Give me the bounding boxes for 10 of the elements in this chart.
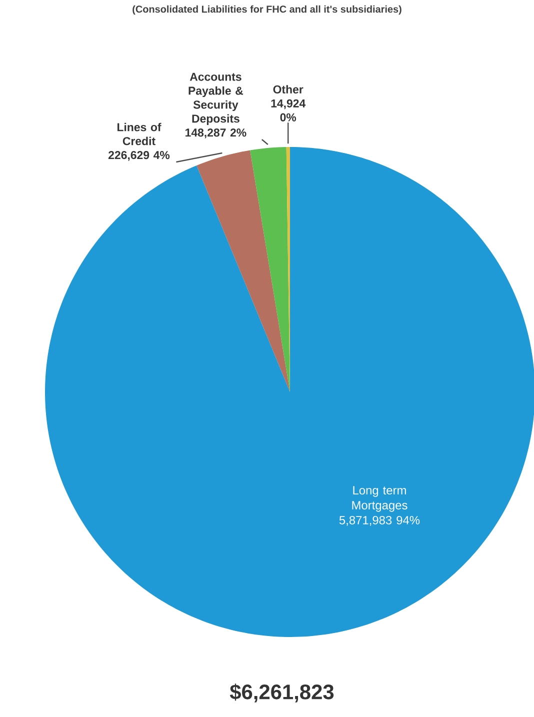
data-label: 226,629 4%: [108, 151, 170, 161]
slice-label: Lines of Credit: [117, 122, 162, 146]
slice-label: Accounts Payable & Security Deposits: [188, 72, 244, 125]
text: $6,261,823: [230, 684, 334, 702]
data-label: 14,924 0%: [271, 99, 306, 122]
slice-label: Other: [273, 85, 304, 94]
data-label: 148,287 2%: [186, 128, 246, 138]
data-label: 5,871,983 94%: [339, 516, 420, 526]
chart-title: (Consolidated Liabilities for FHC and all it's subsidiaries): [132, 5, 402, 15]
slice-label: Long term Mortgages: [352, 486, 408, 512]
